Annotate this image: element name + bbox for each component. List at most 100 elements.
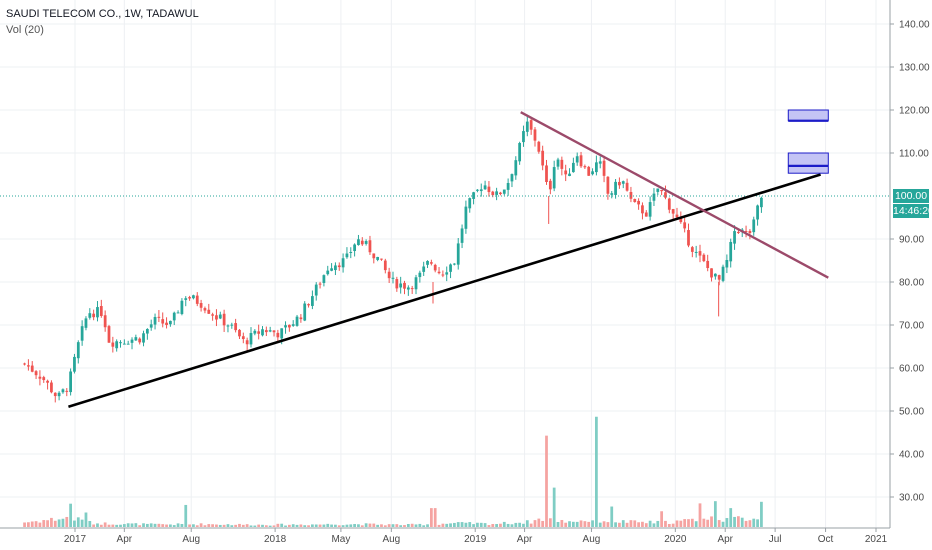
x-tick-label: 2018: [264, 534, 287, 545]
volume-bar: [142, 523, 145, 527]
candle-body: [383, 260, 387, 271]
candle-body: [564, 170, 568, 175]
volume-bar: [587, 521, 591, 527]
volume-bar: [34, 521, 38, 527]
candle-body: [372, 253, 376, 259]
candle-body: [322, 275, 326, 283]
volume-bar: [541, 520, 545, 527]
candle-body: [610, 193, 614, 195]
volume-bar: [184, 504, 188, 527]
candle-body: [73, 356, 76, 372]
volume-bar: [145, 523, 149, 527]
volume-bar: [172, 525, 176, 527]
candle-body: [506, 182, 510, 190]
candle-body: [760, 197, 763, 208]
volume-bar: [188, 524, 191, 527]
candle-body: [644, 212, 648, 217]
candle-body: [184, 298, 188, 300]
candle-body: [756, 205, 759, 220]
candle-body: [725, 259, 729, 268]
volume-bar: [564, 522, 568, 527]
volume-bar: [226, 524, 230, 527]
volume-bar: [633, 520, 637, 527]
volume-bar: [410, 523, 414, 527]
candle-body: [595, 162, 598, 173]
candle-body: [675, 214, 679, 218]
volume-bar: [80, 519, 84, 527]
candle-body: [629, 191, 633, 199]
volume-bar: [641, 521, 644, 527]
volume-bar: [449, 523, 452, 527]
candle-body: [34, 371, 38, 376]
y-tick-label: 40.00: [899, 450, 924, 461]
candle-body: [380, 258, 383, 260]
volume-bar: [111, 524, 115, 527]
volume-bar: [238, 523, 241, 527]
volume-bar: [92, 524, 96, 527]
volume-bar: [756, 519, 759, 527]
volume-bar: [284, 525, 287, 527]
volume-bar: [357, 524, 360, 527]
volume-bar: [483, 523, 487, 527]
volume-bar: [257, 524, 261, 527]
candle-body: [733, 231, 736, 244]
candle-body: [53, 392, 57, 397]
candle-body: [656, 188, 660, 192]
volume-bar: [606, 522, 610, 527]
volume-bar: [690, 518, 694, 527]
volume-bar: [518, 522, 522, 527]
candle-body: [433, 264, 437, 271]
volume-bar: [364, 523, 368, 527]
candle-body: [119, 342, 122, 344]
candle-body: [287, 324, 291, 328]
candle-body: [598, 161, 602, 164]
volume-bar: [307, 525, 310, 527]
volume-bar: [387, 524, 391, 527]
candle-body: [476, 189, 479, 191]
volume-bar: [506, 523, 510, 527]
candle-body: [748, 230, 752, 234]
volume-bar: [760, 501, 763, 527]
volume-bar: [38, 522, 42, 527]
candle-body: [510, 174, 514, 182]
volume-bar: [479, 522, 483, 527]
candle-body: [76, 342, 80, 359]
candle-body: [211, 314, 214, 316]
volume-bar: [326, 523, 330, 527]
x-tick-label: Apr: [717, 534, 733, 545]
volume-bar: [318, 524, 322, 527]
candle-body: [360, 240, 364, 245]
volume-bar: [253, 525, 257, 527]
volume-bar: [545, 435, 548, 527]
volume-bar: [334, 524, 337, 527]
volume-bar: [445, 523, 449, 527]
volume-bar: [679, 520, 683, 527]
candle-body: [391, 277, 395, 279]
volume-bar: [429, 508, 433, 527]
volume-bar: [556, 522, 560, 527]
candle-body: [311, 296, 314, 306]
candle-body: [591, 171, 594, 175]
candle-body: [717, 275, 721, 280]
candle-body: [284, 325, 287, 328]
candle-body: [157, 316, 161, 318]
drawings[interactable]: [0, 109, 890, 408]
candle-body: [679, 217, 683, 223]
volume-bar: [169, 524, 172, 527]
candle-body: [238, 329, 241, 337]
candle-body: [752, 219, 756, 233]
volume-bar: [737, 516, 740, 527]
candle-body: [357, 239, 360, 246]
candle-body: [660, 189, 664, 192]
candle-body: [364, 241, 368, 244]
candle-body: [80, 326, 84, 341]
candle-body: [621, 181, 625, 184]
volume-bar: [591, 520, 594, 527]
volume-bar: [472, 524, 475, 527]
volume-bar: [222, 524, 226, 527]
candle-body: [353, 244, 356, 251]
volume-bar: [218, 524, 222, 527]
volume-bar: [629, 520, 633, 527]
